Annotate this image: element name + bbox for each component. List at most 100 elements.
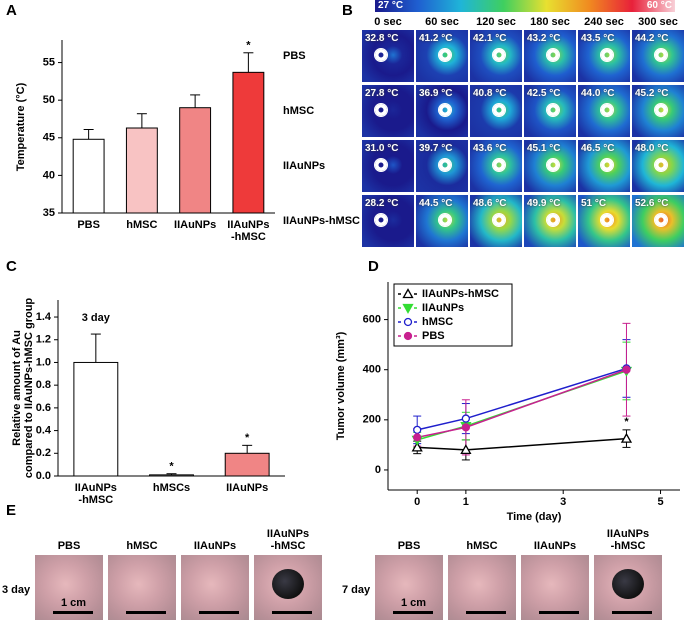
y-axis-label: Relative amount of Au compared to IIAuNP… <box>11 297 35 479</box>
measure-ring <box>492 158 506 172</box>
significance-label: * <box>624 416 629 428</box>
row-label: IIAuNPs <box>283 160 326 172</box>
photo: 1 cm <box>35 555 103 620</box>
x-tick-label: IIAuNPs <box>174 219 217 231</box>
bar <box>149 474 194 477</box>
photo <box>181 555 249 620</box>
thermal-label: 43.5 °C <box>581 33 615 44</box>
series-line <box>417 367 627 431</box>
measure-ring <box>374 158 388 172</box>
y-axis-label: Tumor volume (mm³) <box>335 331 347 441</box>
panel-label: A <box>6 2 17 19</box>
marker <box>620 432 633 443</box>
y-axis-label: Temperature (°C) <box>15 82 27 172</box>
x-tick-label: hMSCs <box>152 482 191 494</box>
column-header: 0 sec <box>374 16 402 28</box>
thermal-label: 45.1 °C <box>527 143 561 154</box>
marker <box>402 288 414 299</box>
marker <box>461 414 471 423</box>
scale-bar <box>53 611 93 614</box>
thermal-cell: 27.8 °C <box>362 85 414 137</box>
thermal-cell: 40.8 °C <box>470 85 522 137</box>
thermal-label: 31.0 °C <box>365 143 399 154</box>
thermal-cell: 44.0 °C <box>578 85 630 137</box>
measure-ring <box>600 103 614 117</box>
x-tick-label: 3 <box>560 496 566 508</box>
row-label: PBS <box>283 50 306 62</box>
bar <box>72 138 105 214</box>
bar <box>224 452 270 477</box>
thermal-label: 48.6 °C <box>473 198 507 209</box>
y-tick-label: 0.0 <box>36 470 51 482</box>
thermal-label: 49.9 °C <box>527 198 561 209</box>
color-scale-label: 27 °C <box>378 0 404 11</box>
thermal-cell: 28.2 °C <box>362 195 414 247</box>
thermal-cell: 43.5 °C <box>578 30 630 82</box>
legend-label: hMSC <box>422 316 453 328</box>
measure-ring <box>546 48 560 62</box>
thermal-cell: 49.9 °C <box>524 195 576 247</box>
series-line <box>417 437 627 451</box>
photo <box>108 555 176 620</box>
thermal-label: 27.8 °C <box>365 88 399 99</box>
marker <box>622 365 631 374</box>
thermal-label: 46.5 °C <box>581 143 615 154</box>
legend-label: IIAuNPs-hMSC <box>422 288 499 300</box>
thermal-cell: 48.6 °C <box>470 195 522 247</box>
photo-label: IIAuNPs <box>193 540 237 552</box>
x-tick-label: IIAuNPs <box>226 482 269 494</box>
measure-ring <box>654 48 668 62</box>
marker <box>413 433 422 442</box>
marker <box>402 303 414 314</box>
photo-label: IIAuNPs -hMSC <box>606 528 650 552</box>
y-tick-label: 1.2 <box>36 334 51 346</box>
thermal-label: 44.5 °C <box>419 198 453 209</box>
thermal-cell: 42.1 °C <box>470 30 522 82</box>
panel-label: B <box>342 2 353 19</box>
thermal-cell: 45.1 °C <box>524 140 576 192</box>
scale-bar <box>539 611 579 614</box>
legend-label: IIAuNPs <box>422 302 464 314</box>
scale-bar-label: 1 cm <box>61 597 87 609</box>
thermal-label: 40.8 °C <box>473 88 507 99</box>
photo-label: PBS <box>57 540 81 552</box>
x-tick-label: 0 <box>414 496 420 508</box>
x-tick-label: IIAuNPs -hMSC <box>227 219 270 243</box>
thermal-label: 52.6 °C <box>635 198 669 209</box>
thermal-cell: 32.8 °C <box>362 30 414 82</box>
y-tick-label: 0.4 <box>36 424 52 436</box>
x-tick-label: hMSC <box>126 219 158 231</box>
measure-ring <box>492 213 506 227</box>
x-tick-label: IIAuNPs -hMSC <box>74 482 117 506</box>
thermal-label: 44.0 °C <box>581 88 615 99</box>
measure-ring <box>374 213 388 227</box>
column-header: 240 sec <box>584 16 624 28</box>
color-scale <box>375 0 675 12</box>
photo-label: IIAuNPs -hMSC <box>266 528 310 552</box>
measure-ring <box>600 48 614 62</box>
y-tick-label: 400 <box>363 364 381 376</box>
y-tick-label: 45 <box>43 132 55 144</box>
thermal-cell: 44.2 °C <box>632 30 684 82</box>
y-tick-label: 1.0 <box>36 356 51 368</box>
thermal-cell: 41.2 °C <box>416 30 468 82</box>
bar <box>125 127 158 214</box>
thermal-cell: 45.2 °C <box>632 85 684 137</box>
tumor-dark <box>272 569 304 599</box>
thermal-label: 39.7 °C <box>419 143 453 154</box>
scale-bar <box>199 611 239 614</box>
group-label: 7 day <box>342 584 371 596</box>
bar <box>232 71 265 214</box>
photo <box>448 555 516 620</box>
column-header: 300 sec <box>638 16 678 28</box>
thermal-label: 28.2 °C <box>365 198 399 209</box>
x-tick-label: 5 <box>657 496 663 508</box>
y-tick-label: 1.4 <box>36 311 52 323</box>
measure-ring <box>438 213 452 227</box>
marker <box>411 441 423 452</box>
marker <box>461 423 471 432</box>
marker <box>413 425 422 435</box>
measure-ring <box>492 48 506 62</box>
significance-label: * <box>245 432 250 444</box>
